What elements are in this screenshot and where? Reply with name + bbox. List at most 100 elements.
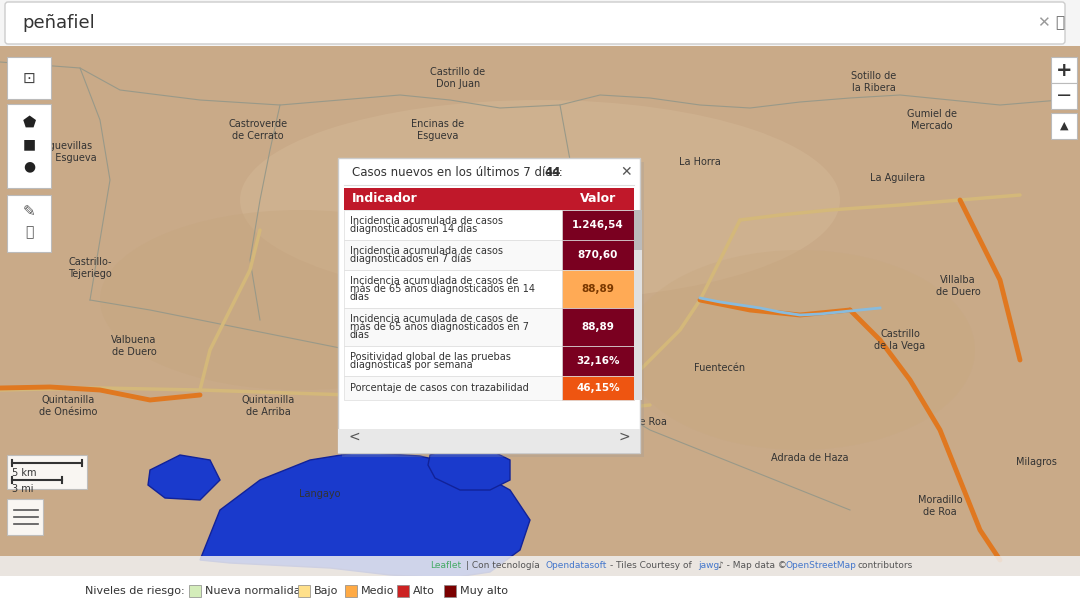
Text: Valbuena
de Duero: Valbuena de Duero: [111, 335, 157, 357]
Bar: [345, 308, 562, 346]
Text: Valor: Valor: [580, 193, 616, 205]
Bar: [634, 210, 642, 250]
Text: 46,15%: 46,15%: [577, 383, 620, 393]
Text: 3 mi: 3 mi: [12, 484, 33, 494]
Text: Langayo: Langayo: [299, 489, 341, 499]
FancyBboxPatch shape: [6, 104, 51, 188]
Text: Incidencia acumulada de casos: Incidencia acumulada de casos: [350, 246, 503, 256]
Text: Casos nuevos en los últimos 7 días:: Casos nuevos en los últimos 7 días:: [352, 167, 567, 179]
Text: Nava de Roa: Nava de Roa: [605, 417, 667, 427]
Bar: [634, 210, 642, 400]
Text: Muy alto: Muy alto: [460, 586, 508, 596]
Ellipse shape: [240, 100, 840, 300]
Text: ✎: ✎: [23, 204, 36, 219]
Text: Milagros: Milagros: [1015, 457, 1056, 467]
Text: 1.246,54: 1.246,54: [572, 220, 624, 230]
Text: 32,16%: 32,16%: [577, 356, 620, 366]
Text: días: días: [350, 330, 370, 341]
Text: contributors: contributors: [858, 562, 914, 570]
Text: ✕: ✕: [1037, 16, 1050, 30]
Text: | Con tecnología: | Con tecnología: [465, 562, 540, 570]
Text: días: días: [350, 293, 370, 302]
Bar: [345, 376, 562, 400]
Text: Nueva normalidad: Nueva normalidad: [205, 586, 308, 596]
Text: Castroverde
de Cerrato: Castroverde de Cerrato: [229, 119, 287, 141]
Bar: [345, 346, 562, 376]
Text: Castrillo-
Tejeriego: Castrillo- Tejeriego: [68, 257, 112, 279]
Text: ♪ - Map data ©: ♪ - Map data ©: [718, 562, 787, 570]
Text: 88,89: 88,89: [581, 284, 615, 294]
Text: ■: ■: [23, 137, 36, 151]
Text: 5 km: 5 km: [12, 468, 37, 478]
FancyBboxPatch shape: [1051, 113, 1077, 139]
Bar: [345, 270, 562, 308]
Text: ✕: ✕: [620, 165, 632, 179]
Text: Gumiel de
Mercado: Gumiel de Mercado: [907, 109, 957, 131]
Bar: [562, 270, 634, 308]
FancyBboxPatch shape: [342, 162, 644, 457]
Text: Castrillo de
Don Juan: Castrillo de Don Juan: [431, 67, 486, 89]
Text: La Aguilera: La Aguilera: [870, 173, 926, 183]
Text: ⊡: ⊡: [23, 70, 36, 85]
Polygon shape: [428, 445, 510, 490]
Text: Bajo: Bajo: [314, 586, 338, 596]
Text: 🔍: 🔍: [1055, 16, 1065, 30]
Text: Leaflet: Leaflet: [430, 562, 461, 570]
Text: OpenStreetMap: OpenStreetMap: [785, 562, 855, 570]
Text: Villalba
de Duero: Villalba de Duero: [935, 275, 981, 297]
Text: Porcentaje de casos con trazabilidad: Porcentaje de casos con trazabilidad: [350, 383, 529, 393]
Ellipse shape: [625, 250, 975, 450]
Bar: [0, 556, 1080, 576]
Text: diagnosticados en 14 días: diagnosticados en 14 días: [350, 224, 477, 235]
Bar: [562, 308, 634, 346]
Text: peñafiel: peñafiel: [22, 14, 95, 32]
Bar: [345, 188, 562, 210]
Bar: [562, 188, 634, 210]
Text: Incidencia acumulada de casos: Incidencia acumulada de casos: [350, 216, 503, 226]
Text: Adrada de Haza: Adrada de Haza: [771, 453, 849, 463]
Text: Castrillo
de la Vega: Castrillo de la Vega: [875, 329, 926, 351]
Bar: [562, 210, 634, 240]
Ellipse shape: [100, 210, 500, 390]
Polygon shape: [200, 452, 530, 578]
Text: 88,89: 88,89: [581, 322, 615, 332]
Text: Indicador: Indicador: [352, 193, 418, 205]
Bar: [562, 376, 634, 400]
Text: 870,60: 870,60: [578, 250, 618, 260]
Text: más de 65 años diagnosticados en 14: más de 65 años diagnosticados en 14: [350, 284, 535, 295]
Bar: [345, 240, 562, 270]
Text: Fuentecén: Fuentecén: [694, 363, 745, 373]
Bar: [0, 576, 1080, 606]
Text: Quintanilla
de Onésimo: Quintanilla de Onésimo: [39, 395, 97, 417]
Text: Encinas de
Esgueva: Encinas de Esgueva: [411, 119, 464, 141]
Text: Aguevillas
de Esgueva: Aguevillas de Esgueva: [40, 141, 96, 163]
Text: Roa: Roa: [609, 243, 627, 253]
Text: >: >: [618, 430, 630, 444]
Bar: [397, 585, 409, 597]
Bar: [298, 585, 310, 597]
FancyBboxPatch shape: [6, 455, 87, 489]
Text: ●: ●: [23, 159, 35, 173]
Bar: [345, 210, 562, 240]
Text: +: +: [1056, 61, 1072, 79]
Text: Moradillo
de Roa: Moradillo de Roa: [918, 495, 962, 517]
Text: jawg: jawg: [698, 562, 719, 570]
FancyBboxPatch shape: [1051, 83, 1077, 109]
Bar: [0, 0, 1080, 46]
Text: diagnosticados en 7 días: diagnosticados en 7 días: [350, 254, 471, 264]
Text: Sotillo de
la Ribera: Sotillo de la Ribera: [851, 71, 896, 93]
Bar: [0, 46, 1080, 576]
Bar: [562, 240, 634, 270]
Text: La Horra: La Horra: [679, 157, 720, 167]
Text: 44: 44: [544, 167, 561, 179]
Bar: [444, 585, 456, 597]
Text: - Tiles Courtesy of: - Tiles Courtesy of: [610, 562, 692, 570]
FancyBboxPatch shape: [1051, 57, 1077, 83]
Polygon shape: [148, 455, 220, 500]
Text: Quintanilla
de Arriba: Quintanilla de Arriba: [241, 395, 295, 417]
Text: Opendatasoft: Opendatasoft: [545, 562, 606, 570]
Text: ▲: ▲: [1059, 121, 1068, 131]
Bar: [345, 585, 357, 597]
Text: −: −: [1056, 87, 1072, 105]
Text: Alto: Alto: [413, 586, 435, 596]
